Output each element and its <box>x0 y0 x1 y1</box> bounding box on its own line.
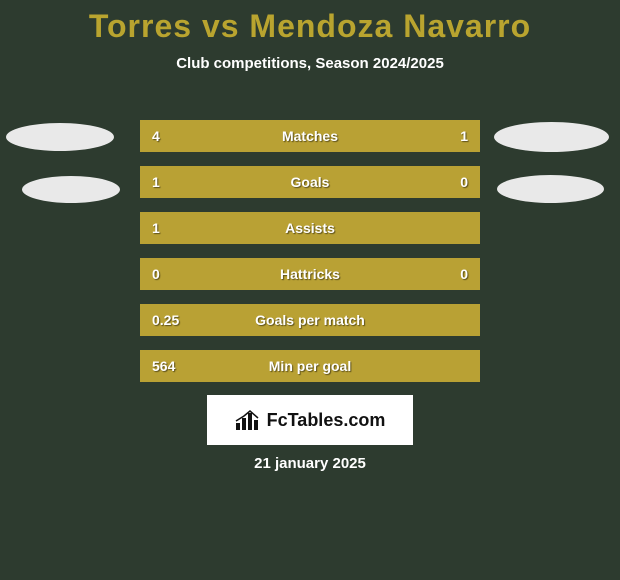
stat-label: Goals <box>291 174 330 190</box>
stat-value-left: 0.25 <box>152 312 179 328</box>
stats-bars: 4 1 Matches 1 0 Goals 1 Assists 0 0 Hattricks 0.25 G… <box>140 120 480 396</box>
page-title: Torres vs Mendoza Navarro <box>0 0 620 45</box>
date-label: 21 january 2025 <box>254 455 366 472</box>
stat-row: 0.25 Goals per match <box>140 304 480 336</box>
stat-value-right: 1 <box>460 128 468 144</box>
stat-row: 1 0 Goals <box>140 166 480 198</box>
brand-text: FcTables.com <box>267 410 386 431</box>
player-photo-ellipse <box>497 175 604 203</box>
stat-fill-left <box>142 122 411 150</box>
stat-label: Goals per match <box>255 312 365 328</box>
stat-fill-left <box>142 168 411 196</box>
player-photo-ellipse <box>22 176 120 203</box>
stat-label: Min per goal <box>269 358 351 374</box>
page-subtitle: Club competitions, Season 2024/2025 <box>0 55 620 72</box>
stat-label: Matches <box>282 128 338 144</box>
brand-box: FcTables.com <box>207 395 413 445</box>
stat-value-left: 564 <box>152 358 175 374</box>
player-photo-ellipse <box>6 123 114 151</box>
stat-row: 564 Min per goal <box>140 350 480 382</box>
stat-value-right: 0 <box>460 266 468 282</box>
stat-row: 4 1 Matches <box>140 120 480 152</box>
stat-label: Assists <box>285 220 335 236</box>
stat-value-left: 1 <box>152 174 160 190</box>
stat-row: 1 Assists <box>140 212 480 244</box>
stat-value-left: 0 <box>152 266 160 282</box>
stat-label: Hattricks <box>280 266 340 282</box>
stat-row: 0 0 Hattricks <box>140 258 480 290</box>
bars-chart-icon <box>235 409 261 431</box>
stat-value-right: 0 <box>460 174 468 190</box>
stat-value-left: 4 <box>152 128 160 144</box>
player-photo-ellipse <box>494 122 609 152</box>
stat-value-left: 1 <box>152 220 160 236</box>
